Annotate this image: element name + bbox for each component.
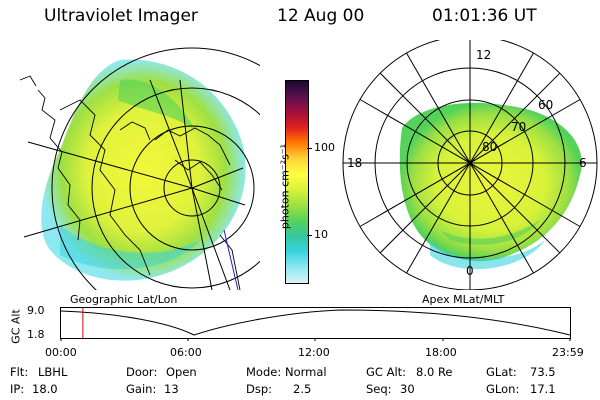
orbit-timeline — [60, 307, 571, 341]
mlat-label-60: 60 — [538, 98, 553, 112]
aurora-green-arc — [118, 79, 195, 130]
filter-label: Flt: — [10, 365, 29, 379]
gain-value: 13 — [164, 382, 179, 396]
timeline-frame — [60, 307, 571, 339]
mlt-label-6: 6 — [579, 156, 587, 170]
dsp-value: 2.5 — [293, 382, 312, 396]
timeline-label-1800: 18:00 — [425, 346, 457, 359]
gain-label: Gain: — [126, 382, 157, 396]
terminator-line — [223, 229, 239, 290]
auroral-oval-green-band — [440, 220, 540, 245]
filter-value: LBHL — [38, 365, 68, 379]
colorbar-label-100: 100 — [314, 141, 335, 154]
color-scale-bar — [285, 80, 309, 284]
door-label: Door: — [126, 365, 158, 379]
glon-value: 17.1 — [530, 382, 556, 396]
colorbar-label-10: 10 — [314, 228, 328, 241]
mlt-label-0: 0 — [466, 264, 474, 278]
aurora-emission-left — [41, 59, 246, 281]
seq-label: Seq: — [366, 382, 392, 396]
coastlines — [19, 75, 241, 290]
geographic-caption: Geographic Lat/Lon — [70, 293, 178, 306]
colorbar-tick-100 — [307, 148, 312, 149]
gcalt-label: GC Alt: — [366, 365, 407, 379]
mlt-label-12: 12 — [476, 48, 491, 62]
timeline-label-0600: 06:00 — [170, 346, 202, 359]
mlt-label-18: 18 — [347, 156, 362, 170]
door-value: Open — [166, 365, 197, 379]
mode-label: Mode: — [246, 365, 282, 379]
gcalt-value: 8.0 Re — [416, 365, 453, 379]
polar-grid — [342, 40, 598, 290]
glon-label: GLon: — [486, 382, 520, 396]
date-label: 12 Aug 00 — [277, 6, 365, 26]
dsp-label: Dsp: — [246, 382, 273, 396]
orbit-altitude-curve — [60, 309, 571, 336]
timeline-label-2359: 23:59 — [552, 346, 584, 359]
aurora-cyan-fringe — [60, 225, 200, 270]
instrument-title: Ultraviolet Imager — [44, 6, 198, 26]
glat-label: GLat: — [486, 365, 517, 379]
glat-value: 73.5 — [530, 365, 556, 379]
colorbar-unit-label: photon cm⁻²s⁻¹ — [278, 143, 292, 230]
ip-label: IP: — [10, 382, 25, 396]
geographic-grid — [23, 47, 260, 290]
timeline-ymin-label: 1.8 — [27, 328, 45, 341]
timeline-ymax-label: 9.0 — [27, 304, 45, 317]
magnetic-caption: Apex MLat/MLT — [422, 293, 505, 306]
auroral-oval-cyan-edge — [430, 240, 545, 270]
mlat-label-70: 70 — [511, 120, 526, 134]
mlat-label-80: 80 — [482, 140, 497, 154]
timeline-label-0000: 00:00 — [45, 346, 77, 359]
mode-value: Normal — [285, 365, 327, 379]
ip-value: 18.0 — [32, 382, 58, 396]
timeline-label-1200: 12:00 — [298, 346, 330, 359]
magnetic-image: 12 18 6 0 60 70 80 — [342, 40, 598, 290]
geographic-image — [19, 47, 260, 290]
colorbar-tick-10 — [307, 235, 312, 236]
seq-value: 30 — [400, 382, 415, 396]
timeline-axis-label: GC Alt — [9, 309, 23, 344]
time-label: 01:01:36 UT — [432, 6, 537, 26]
